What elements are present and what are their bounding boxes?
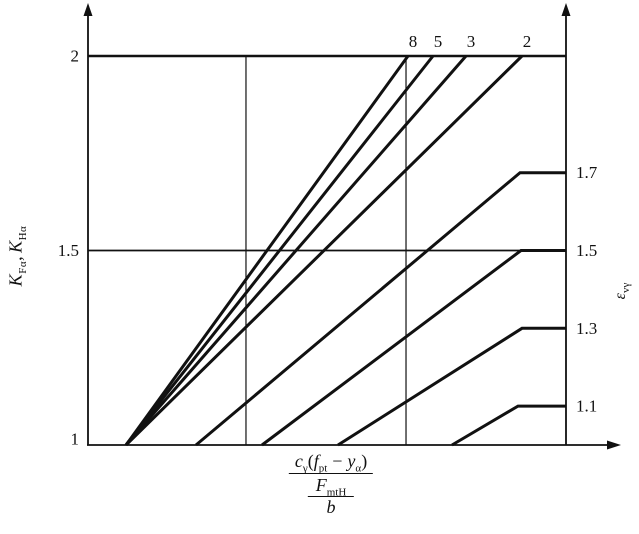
math-term: F <box>315 475 327 496</box>
curve-epsilon-1.7 <box>195 171 566 447</box>
math-subscript: pt <box>318 462 328 475</box>
math-subscript: mtH <box>326 486 347 499</box>
y-tick-label: 2 <box>71 47 80 66</box>
y-tick-label: 1 <box>71 430 80 449</box>
x-axis-label-numerator: cγ(fpt − yα) <box>288 451 374 475</box>
math-term: K <box>5 273 26 287</box>
math-separator: , <box>5 255 26 261</box>
right-axis-title: εvγ <box>612 282 633 300</box>
curve-epsilon-1.1 <box>451 404 566 447</box>
curve-epsilon-8 <box>124 55 410 446</box>
y-tick-label: 1.5 <box>58 241 79 260</box>
math-subscript: γ <box>302 462 308 475</box>
math-subscript: Fα <box>17 260 30 274</box>
right-value-label: 1.1 <box>576 397 597 416</box>
math-subscript: α <box>355 462 362 475</box>
curve-epsilon-5 <box>124 55 435 446</box>
curve-label-top: 3 <box>467 32 476 51</box>
math-term: ε <box>612 293 629 300</box>
math-term: y <box>347 451 356 471</box>
x-axis-arrow-icon <box>607 440 621 450</box>
x-axis-label: cγ(fpt − yα) FmtH b <box>288 451 374 517</box>
math-term: K <box>5 240 26 253</box>
math-term: c <box>294 451 303 471</box>
right-value-label: 1.3 <box>576 319 597 338</box>
right-value-label: 1.5 <box>576 241 597 260</box>
math-subscript: vγ <box>620 282 633 294</box>
math-term: f <box>313 451 319 471</box>
right-axis-arrow-icon <box>561 3 571 16</box>
math-paren: ) <box>361 451 368 471</box>
curve-epsilon-1.5 <box>261 249 566 447</box>
x-axis-label-denominator: FmtH b <box>289 474 373 517</box>
math-term: b <box>326 497 336 518</box>
math-operator: − <box>332 451 343 471</box>
curve-label-top: 8 <box>409 32 418 51</box>
math-fraction-bottom: b <box>289 497 373 517</box>
right-value-label: 1.7 <box>576 163 598 182</box>
math-subscript: Hα <box>17 225 30 241</box>
curve-label-top: 5 <box>434 32 443 51</box>
y-axis-title: KFα,KHα <box>5 225 30 287</box>
y-axis-arrow-icon <box>83 3 93 16</box>
math-paren: ( <box>307 451 314 471</box>
curve-epsilon-1.3 <box>337 326 566 447</box>
curve-epsilon-2 <box>124 54 524 447</box>
math-fraction-mid: FmtH <box>307 475 355 499</box>
curve-label-top: 2 <box>523 32 532 51</box>
curve-epsilon-3 <box>124 55 468 446</box>
